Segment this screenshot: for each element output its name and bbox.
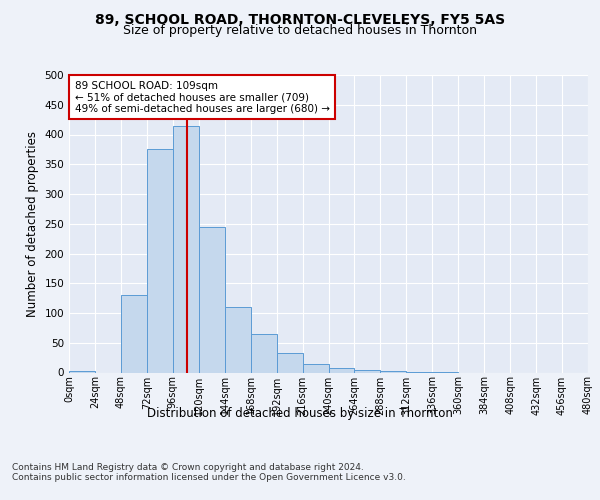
Bar [380, 370, 406, 372]
Bar [173, 126, 199, 372]
Text: Size of property relative to detached houses in Thornton: Size of property relative to detached ho… [123, 24, 477, 37]
Bar [355, 370, 380, 372]
Text: 89, SCHOOL ROAD, THORNTON-CLEVELEYS, FY5 5AS: 89, SCHOOL ROAD, THORNTON-CLEVELEYS, FY5… [95, 12, 505, 26]
Bar [69, 370, 95, 372]
Text: Contains HM Land Registry data © Crown copyright and database right 2024.
Contai: Contains HM Land Registry data © Crown c… [12, 462, 406, 482]
Bar [225, 307, 251, 372]
Text: 89 SCHOOL ROAD: 109sqm
← 51% of detached houses are smaller (709)
49% of semi-de: 89 SCHOOL ROAD: 109sqm ← 51% of detached… [74, 80, 329, 114]
Y-axis label: Number of detached properties: Number of detached properties [26, 130, 39, 317]
Bar [147, 150, 173, 372]
Text: Distribution of detached houses by size in Thornton: Distribution of detached houses by size … [147, 408, 453, 420]
Bar [302, 364, 329, 372]
Bar [277, 353, 302, 372]
Bar [199, 226, 224, 372]
Bar [121, 295, 147, 372]
Bar [329, 368, 355, 372]
Bar [251, 334, 277, 372]
